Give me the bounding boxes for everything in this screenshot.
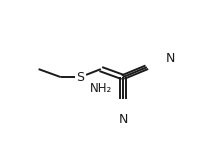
- Text: N: N: [118, 113, 128, 126]
- Text: N: N: [166, 52, 175, 64]
- Text: S: S: [76, 71, 84, 84]
- Text: NH₂: NH₂: [90, 82, 112, 95]
